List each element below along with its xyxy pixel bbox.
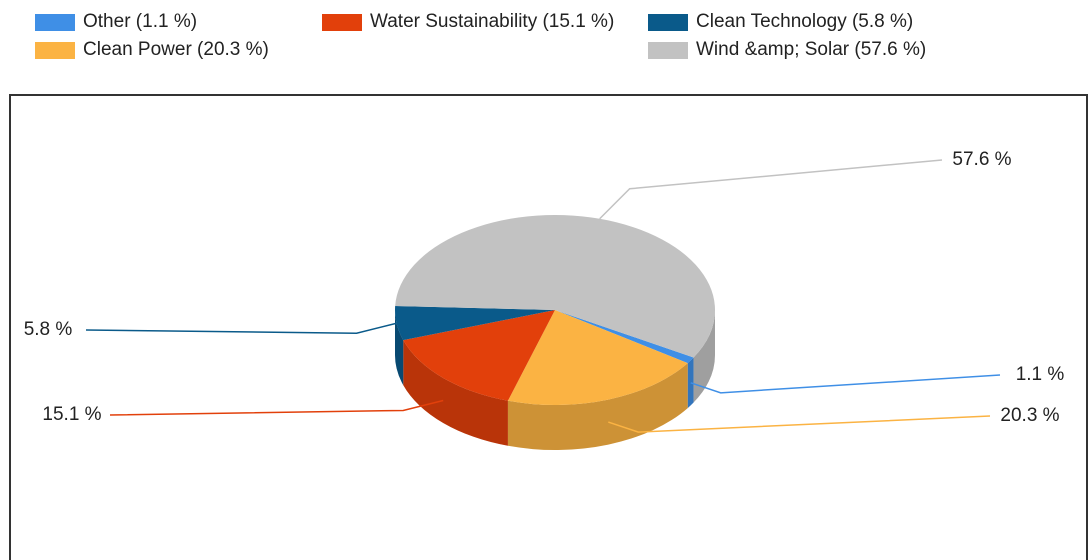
legend-swatch	[322, 14, 362, 31]
legend-label: Water Sustainability (15.1 %)	[370, 11, 615, 32]
slice-side-shade	[403, 340, 508, 446]
data-label: 15.1 %	[42, 404, 101, 425]
leader-line	[690, 374, 1001, 394]
slice-side-shade	[507, 363, 688, 451]
slice	[394, 305, 555, 341]
legend-item: Wind &amp; Solar (57.6 %)	[648, 40, 978, 60]
legend-swatch	[648, 14, 688, 31]
slice-side-shade	[693, 310, 715, 403]
legend-label: Wind &amp; Solar (57.6 %)	[696, 39, 927, 60]
legend-label: Clean Power (20.3 %)	[83, 39, 269, 60]
legend-item: Water Sustainability (15.1 %)	[322, 12, 632, 32]
slice-side-shade	[395, 310, 404, 386]
leader-line	[85, 322, 397, 335]
slice	[555, 310, 694, 364]
slice-side-shade	[687, 357, 694, 409]
slice-side	[395, 310, 404, 386]
slice-side	[687, 357, 694, 409]
slice-side	[403, 340, 508, 446]
legend-swatch	[35, 42, 75, 59]
legend-swatch	[35, 14, 75, 31]
data-label: 57.6 %	[952, 149, 1011, 170]
leader-line	[109, 399, 444, 416]
leader-line	[608, 415, 991, 433]
data-label: 20.3 %	[1000, 405, 1059, 426]
legend-label: Clean Technology (5.8 %)	[696, 11, 914, 32]
legend-item: Clean Technology (5.8 %)	[648, 12, 978, 32]
chart-frame	[9, 94, 1088, 560]
legend-swatch	[648, 42, 688, 59]
slice-side	[507, 363, 688, 451]
legend-label: Other (1.1 %)	[83, 11, 198, 32]
legend-item: Other (1.1 %)	[35, 12, 295, 32]
leader-line	[599, 159, 943, 220]
data-label: 1.1 %	[1016, 364, 1065, 385]
slice	[507, 310, 688, 406]
slice-side	[693, 310, 715, 403]
legend-item: Clean Power (20.3 %)	[35, 40, 295, 60]
slice	[403, 310, 555, 401]
data-label: 5.8 %	[24, 319, 73, 340]
slice	[395, 215, 715, 358]
